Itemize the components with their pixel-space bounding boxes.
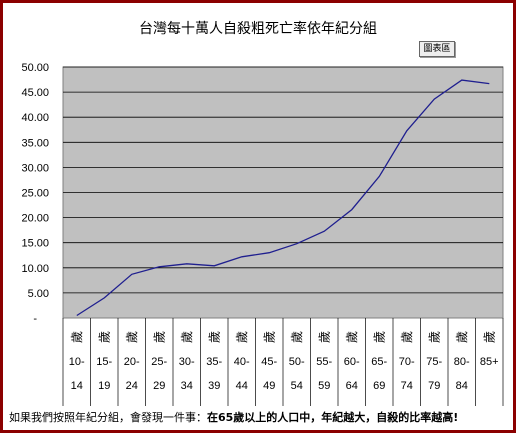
x-tick-label-top: 50- [289,356,305,368]
x-tick-age-glyph: 歲 [317,331,331,343]
x-tick-label-top: 60- [344,356,360,368]
x-tick-label-top: 80- [454,356,470,368]
y-tick-label: - [33,313,37,325]
y-tick-label: 10.00 [21,263,49,275]
x-tick-label-bottom: 49 [263,380,275,392]
x-tick-label-top: 40- [234,356,250,368]
data-point [378,175,381,178]
data-point [295,242,298,245]
y-tick-label: 45.00 [21,87,49,99]
data-point [213,264,216,267]
x-tick-label-top: 30- [179,356,195,368]
x-tick-age-glyph: 歲 [400,331,414,343]
y-tick-label: 50.00 [21,62,49,74]
data-point [268,251,271,254]
data-point [158,265,161,268]
y-tick-label: 35.00 [21,137,49,149]
x-tick-label-bottom: 79 [428,380,440,392]
caption-highlight: 在65歲以上的人口中，年紀越大，自殺的比率越高! [207,411,459,424]
x-tick-label-top: 70- [399,356,415,368]
x-axis-ticks: 歲 10- 14 歲 15- 19 歲 20- 24 歲 25- 29 歲 30- 34 歲 35- 39 歲 40-… [62,318,504,406]
data-point [103,296,106,299]
x-tick-age-glyph: 歲 [125,331,139,343]
data-point [130,273,133,276]
data-point [350,208,353,211]
x-tick-label-bottom: 44 [236,380,248,392]
x-tick-label-bottom: 64 [346,380,358,392]
x-tick-label-bottom: 19 [98,380,110,392]
x-tick-label-top: 85+ [480,356,499,368]
x-tick-label-top: 15- [96,356,112,368]
data-point [75,314,78,317]
x-tick-age-glyph: 歲 [207,331,221,343]
x-tick-label-bottom: 69 [373,380,385,392]
x-tick-age-glyph: 歲 [455,331,469,343]
y-tick-label: 40.00 [21,112,49,124]
x-tick-label-bottom: 59 [318,380,330,392]
x-tick-label-bottom: 54 [291,380,303,392]
y-tick-label: 20.00 [21,213,49,225]
x-tick-label-top: 25- [151,356,167,368]
line-chart: 台灣每十萬人自殺粗死亡率依年紀分組 50.00 45.00 40.00 35.00 30… [21,20,504,406]
data-point [323,230,326,233]
data-point [185,262,188,265]
x-tick-label-bottom: 24 [126,380,138,392]
x-tick-age-glyph: 歲 [180,331,194,343]
chart-caption: 如果我們按照年紀分組，會發現一件事：在65歲以上的人口中，年紀越大，自殺的比率越… [9,409,509,425]
y-tick-label: 25.00 [21,188,49,200]
x-tick-label-bottom: 29 [153,380,165,392]
series-line [76,79,490,317]
chart-area-button[interactable]: 圖表區 [419,41,455,57]
y-tick-label: 30.00 [21,162,49,174]
x-tick-label-top: 20- [124,356,140,368]
y-axis-ticks: 50.00 45.00 40.00 35.00 30.00 25.00 20.00 15.00… [21,62,49,325]
data-point [433,98,436,101]
data-point [405,129,408,132]
x-tick-label-top: 10- [69,356,85,368]
x-tick-label-bottom: 84 [456,380,468,392]
x-tick-age-glyph: 歲 [152,331,166,343]
x-tick-age-glyph: 歲 [97,331,111,343]
x-tick-label-top: 75- [426,356,442,368]
data-point [240,255,243,258]
caption-prefix: 如果我們按照年紀分組，會發現一件事： [9,411,207,424]
x-tick-label-bottom: 74 [401,380,413,392]
x-tick-label-bottom: 14 [71,380,83,392]
x-tick-age-glyph: 歲 [290,331,304,343]
x-tick-label-top: 35- [206,356,222,368]
chart-title: 台灣每十萬人自殺粗死亡率依年紀分組 [139,20,377,37]
x-tick-label-top: 55- [316,356,332,368]
y-tick-label: 5.00 [28,288,49,300]
x-tick-age-glyph: 歲 [235,331,249,343]
x-tick-age-glyph: 歲 [372,331,386,343]
x-tick-age-glyph: 歲 [345,331,359,343]
gridlines [63,66,503,294]
x-tick-label-bottom: 34 [181,380,193,392]
x-tick-age-glyph: 歲 [427,331,441,343]
y-tick-label: 15.00 [21,238,49,250]
data-point [488,82,491,85]
x-tick-label-bottom: 39 [208,380,220,392]
x-tick-label-top: 45- [261,356,277,368]
x-tick-age-glyph: 歲 [70,331,84,343]
x-tick-age-glyph: 歲 [262,331,276,343]
x-tick-label-top: 65- [371,356,387,368]
data-point [460,79,463,82]
x-tick-age-glyph: 歲 [482,331,496,343]
